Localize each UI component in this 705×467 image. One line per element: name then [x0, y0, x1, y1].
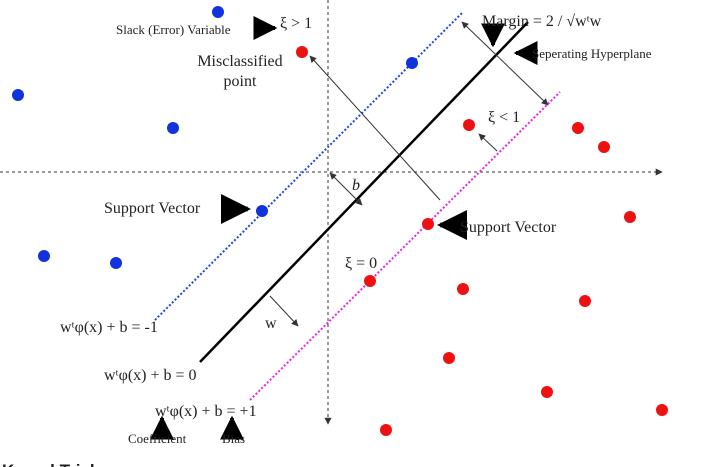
heading: Kernel Trick	[2, 461, 100, 467]
label: Bias	[222, 431, 245, 446]
label: b	[352, 177, 360, 194]
label: ξ = 0	[345, 255, 377, 272]
label: Seperating Hyperplane	[532, 46, 652, 61]
label: wᵗφ(x) + b = 0	[104, 367, 197, 384]
label: Support Vector	[460, 219, 557, 236]
margin-arrow	[461, 21, 549, 106]
label: Slack (Error) Variable	[116, 22, 231, 37]
label: Margin = 2 / √wᵗw	[482, 13, 602, 30]
b-arrow	[329, 172, 363, 206]
xi-arrow	[478, 133, 498, 152]
label: wᵗφ(x) + b = +1	[155, 403, 257, 420]
label: Coefficient	[128, 431, 187, 446]
positive-margin-line	[249, 91, 561, 401]
class-negative-points	[12, 6, 418, 269]
label: Support Vector	[104, 200, 201, 217]
slack-arrow	[309, 55, 441, 201]
label: ξ > 1	[280, 15, 312, 32]
label: wᵗφ(x) + b = -1	[60, 319, 158, 336]
label: Misclassified	[197, 53, 282, 70]
label: w	[265, 315, 277, 332]
label: point	[224, 73, 257, 90]
class-positive-points	[296, 46, 668, 436]
negative-margin-line	[154, 11, 464, 321]
w-arrow	[269, 295, 299, 327]
label: ξ < 1	[488, 109, 520, 126]
